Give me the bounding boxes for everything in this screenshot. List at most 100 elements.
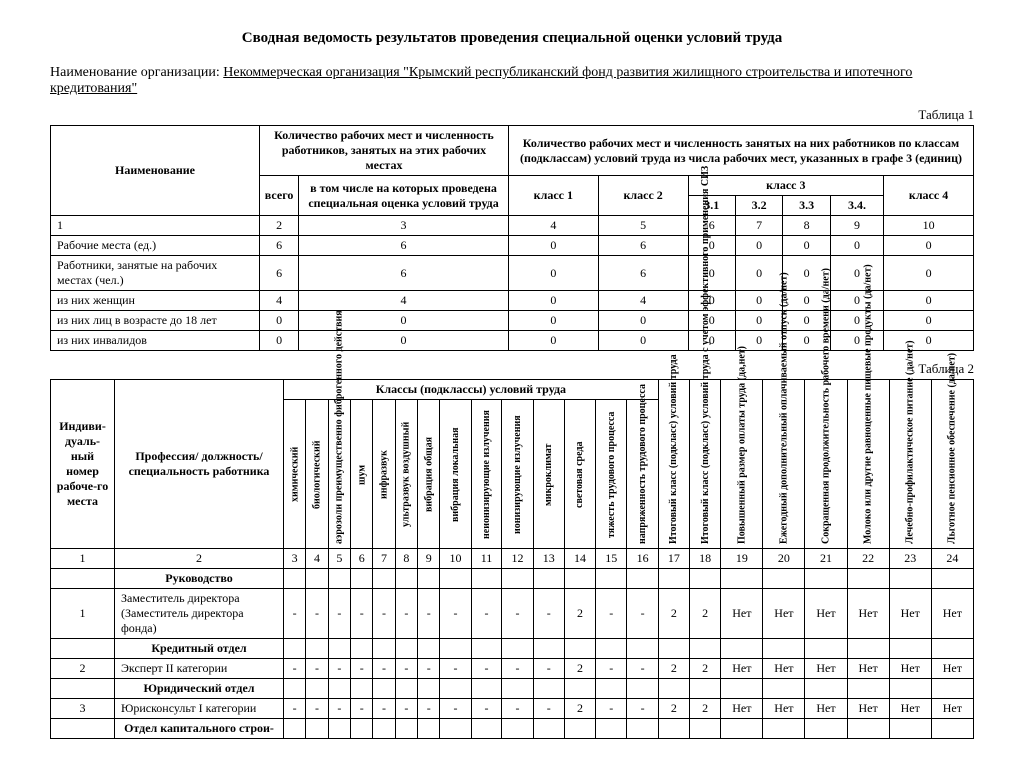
t2-col: ультразвук воздушный <box>395 400 417 549</box>
t2-empty <box>373 679 395 699</box>
t2-row-name: Юрисконсульт I категории <box>115 699 284 719</box>
t2-numcell: 13 <box>533 549 564 569</box>
t1-h-qty: Количество рабочих мест и численность ра… <box>260 126 509 176</box>
t2-empty <box>306 569 328 589</box>
t1-h-total: всего <box>260 176 299 216</box>
t2-numcell: 15 <box>596 549 627 569</box>
t2-cell: 2 <box>658 699 689 719</box>
t2-empty <box>306 719 328 739</box>
t2-cell: Нет <box>847 589 889 639</box>
t2-cell: 2 <box>690 659 721 679</box>
t2-empty <box>533 639 564 659</box>
t1-h-c4: класс 4 <box>884 176 974 216</box>
t2-empty <box>627 679 658 699</box>
t2-cell: - <box>627 589 658 639</box>
t1-cell: 0 <box>884 236 974 256</box>
t1-cell: 4 <box>598 291 688 311</box>
t2-cell: - <box>596 659 627 679</box>
t2-section-id <box>51 639 115 659</box>
t2-numcell: 18 <box>690 549 721 569</box>
t2-cell: Нет <box>889 699 931 719</box>
t2-cell: - <box>351 659 373 679</box>
t2-empty <box>328 679 350 699</box>
t2-col-16: Итоговый класс (подкласс) условий труда … <box>690 380 721 549</box>
t2-cell: Нет <box>805 659 847 679</box>
t1-cell: 0 <box>830 331 883 351</box>
t2-cell: Нет <box>847 699 889 719</box>
table2-label: Таблица 2 <box>50 361 974 377</box>
t1-cell: 0 <box>884 256 974 291</box>
t2-cell: Нет <box>931 589 973 639</box>
t2-cell: - <box>351 699 373 719</box>
t2-cell: Нет <box>847 659 889 679</box>
t2-col-21: Лечебно-профилактическое питание (да/нет… <box>889 380 931 549</box>
t2-empty <box>763 639 805 659</box>
t1-cell: 6 <box>299 236 509 256</box>
t1-h-classes: Количество рабочих мест и численность за… <box>508 126 973 176</box>
t2-numcell: 11 <box>471 549 502 569</box>
t2-empty <box>596 569 627 589</box>
t2-numcell: 6 <box>351 549 373 569</box>
t2-empty <box>471 569 502 589</box>
t2-empty <box>805 639 847 659</box>
t2-col: световая среда <box>564 400 595 549</box>
org-prefix: Наименование организации: <box>50 65 220 80</box>
t1-cell: 6 <box>260 256 299 291</box>
t1-cell: 0 <box>299 331 509 351</box>
t2-empty <box>284 569 306 589</box>
t2-section-id <box>51 719 115 739</box>
t2-cell: 2 <box>564 589 595 639</box>
t2-row-id: 1 <box>51 589 115 639</box>
t1-numcell: 2 <box>260 216 299 236</box>
t2-empty <box>931 569 973 589</box>
t2-col: напряженность трудового процесса <box>627 400 658 549</box>
t2-numcell: 21 <box>805 549 847 569</box>
t2-cell: - <box>395 659 417 679</box>
t2-numcell: 8 <box>395 549 417 569</box>
t2-section-id <box>51 679 115 699</box>
t2-cell: Нет <box>931 699 973 719</box>
t2-empty <box>351 679 373 699</box>
t2-cell: - <box>351 589 373 639</box>
t2-cell: - <box>418 589 440 639</box>
t2-empty <box>533 679 564 699</box>
t2-col: химический <box>284 400 306 549</box>
t2-col: ионизирующие излучения <box>502 400 533 549</box>
t2-numcell: 4 <box>306 549 328 569</box>
t2-cell: - <box>596 589 627 639</box>
t2-empty <box>847 569 889 589</box>
t2-cell: - <box>440 589 471 639</box>
t2-empty <box>351 569 373 589</box>
t1-h-c1: класс 1 <box>508 176 598 216</box>
t2-empty <box>306 679 328 699</box>
t2-empty <box>502 719 533 739</box>
table2: Индиви-дуаль-ный номер рабоче-го места П… <box>50 379 974 739</box>
t2-empty <box>596 639 627 659</box>
t2-empty <box>931 639 973 659</box>
t2-empty <box>721 569 763 589</box>
t2-empty <box>721 639 763 659</box>
t2-empty <box>471 639 502 659</box>
t1-cell: 0 <box>884 311 974 331</box>
t2-cell: Нет <box>763 699 805 719</box>
t2-numcell: 19 <box>721 549 763 569</box>
t2-numcell: 22 <box>847 549 889 569</box>
t2-empty <box>284 639 306 659</box>
t1-h-incl: в том числе на которых проведена специал… <box>299 176 509 216</box>
t1-numcell: 5 <box>598 216 688 236</box>
t2-empty <box>931 719 973 739</box>
document-title: Сводная ведомость результатов проведения… <box>50 30 974 47</box>
t2-cell: - <box>627 699 658 719</box>
t2-empty <box>763 719 805 739</box>
t2-cell: - <box>284 589 306 639</box>
t2-section-id <box>51 569 115 589</box>
t1-cell: 0 <box>508 331 598 351</box>
t2-cell: - <box>328 589 350 639</box>
t1-cell: 0 <box>735 236 782 256</box>
t1-numcell: 7 <box>735 216 782 236</box>
t1-cell: 6 <box>260 236 299 256</box>
t2-cell: - <box>533 699 564 719</box>
t2-empty <box>440 639 471 659</box>
t1-h-c33: 3.3 <box>783 196 830 216</box>
t1-cell: 6 <box>598 236 688 256</box>
